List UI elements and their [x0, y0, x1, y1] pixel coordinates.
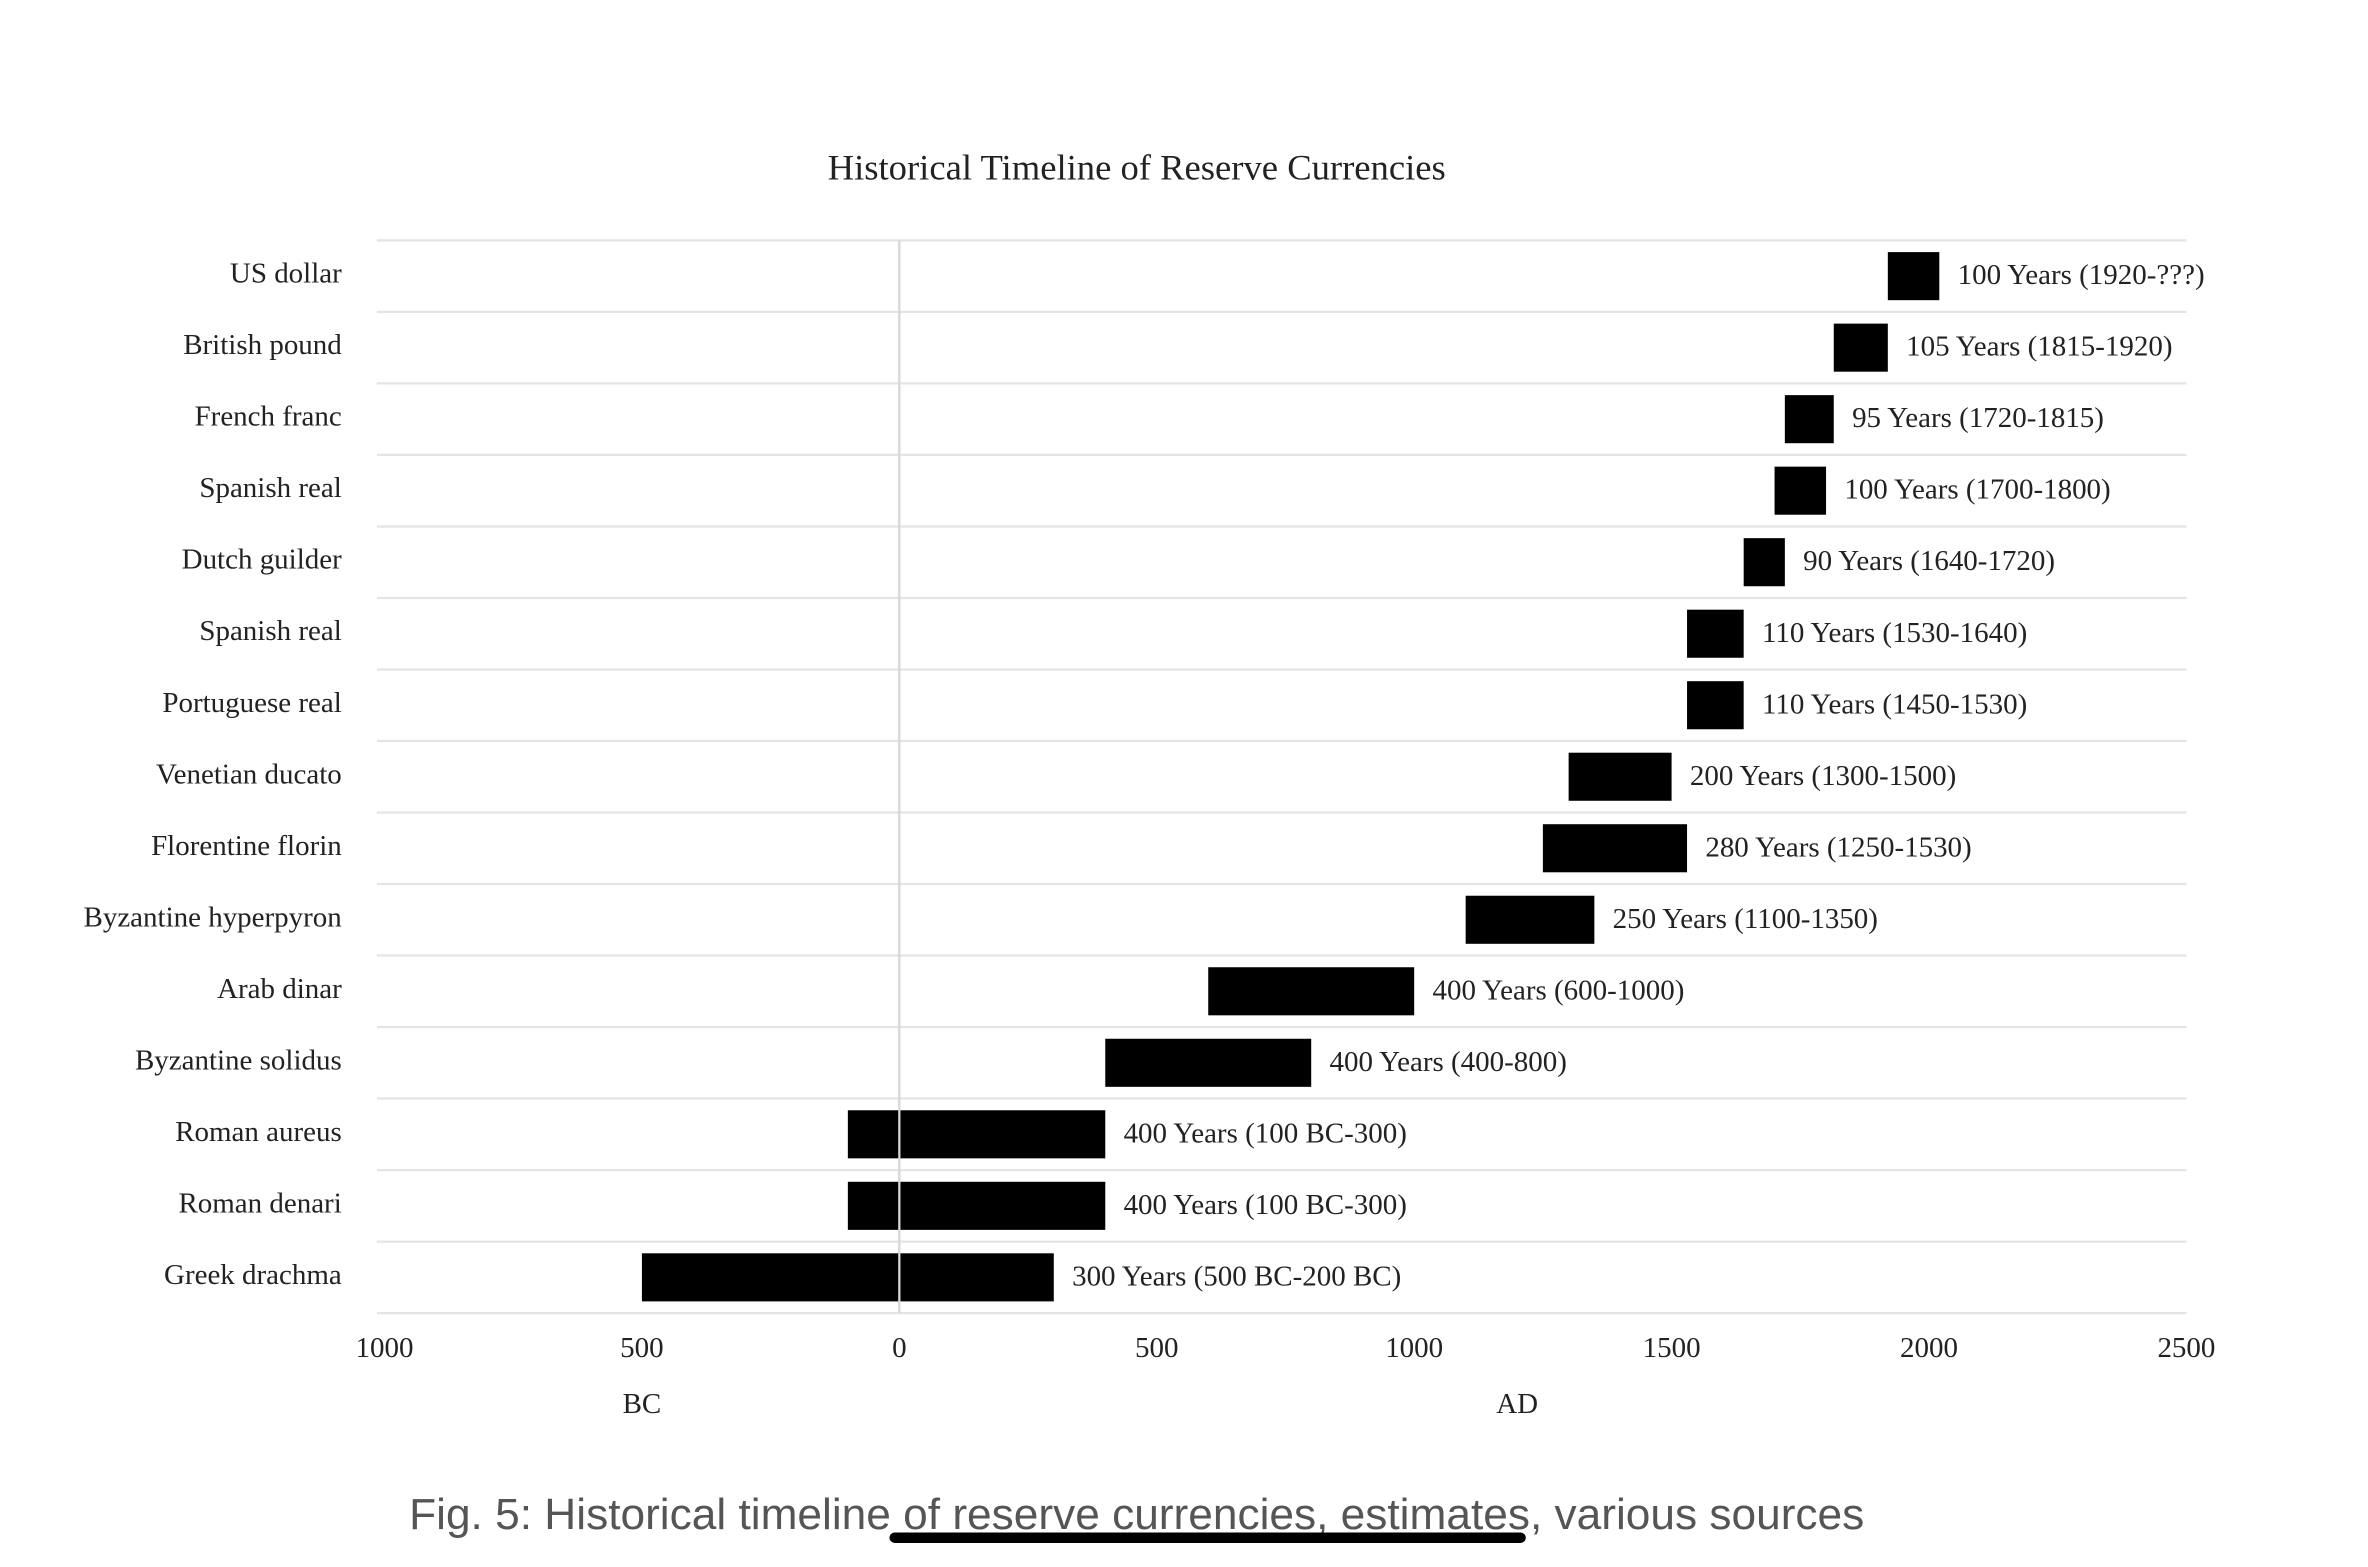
bar-label: 280 Years (1250-1530): [1705, 831, 1971, 863]
y-tick-label: Byzantine hyperpyron: [84, 902, 342, 934]
x-tick-label: 2000: [1900, 1332, 1958, 1364]
bar-label: 300 Years (500 BC-200 BC): [1072, 1261, 1401, 1293]
bar-label: 95 Years (1720-1815): [1852, 402, 2104, 434]
bar: [1784, 395, 1834, 444]
bar-label: 400 Years (600-1000): [1432, 975, 1684, 1007]
bar: [1743, 538, 1785, 587]
x-tick-label: 0: [892, 1332, 906, 1364]
bar: [1687, 609, 1744, 658]
y-tick-label: Roman denari: [178, 1188, 341, 1220]
y-tick-label: Greek drachma: [164, 1259, 342, 1291]
x-axis-annotation: BC: [623, 1388, 662, 1420]
bar-label: 105 Years (1815-1920): [1906, 331, 2172, 363]
y-tick-label: Roman aureus: [175, 1116, 342, 1148]
caption: Fig. 5: Historical timeline of reserve c…: [409, 1490, 1864, 1539]
y-tick-label: Dutch guilder: [182, 544, 343, 576]
x-tick-label: 2500: [2157, 1332, 2215, 1364]
y-tick-label: US dollar: [230, 258, 342, 290]
bar-label: 90 Years (1640-1720): [1803, 545, 2055, 577]
y-tick-label: Venetian ducato: [156, 758, 342, 790]
bar-label: 400 Years (100 BC-300): [1124, 1118, 1407, 1150]
chart-title: Historical Timeline of Reserve Currencie…: [828, 148, 1446, 188]
bar: [1465, 895, 1595, 944]
bar: [1774, 466, 1827, 515]
bar: [1208, 967, 1415, 1016]
bar-label: 250 Years (1100-1350): [1613, 903, 1878, 935]
y-tick-label: Byzantine solidus: [135, 1045, 342, 1077]
bar-label: 400 Years (400-800): [1330, 1046, 1567, 1078]
x-tick-label: 1500: [1643, 1332, 1701, 1364]
bar: [1687, 681, 1744, 730]
bar: [847, 1110, 1106, 1159]
bar-label: 110 Years (1530-1640): [1762, 617, 2027, 649]
bar: [641, 1253, 1054, 1302]
bar-label: 100 Years (1700-1800): [1844, 474, 2110, 506]
bar-label: 200 Years (1300-1500): [1690, 760, 1956, 792]
bar: [1568, 752, 1672, 801]
bar: [847, 1181, 1106, 1230]
bar: [1542, 824, 1688, 873]
bar-label: 100 Years (1920-???): [1958, 259, 2205, 291]
bar: [1105, 1038, 1312, 1087]
scroll-indicator: [889, 1532, 1526, 1543]
y-tick-label: Florentine florin: [151, 830, 342, 862]
y-tick-label: Arab dinar: [217, 973, 342, 1005]
bar-label: 110 Years (1450-1530): [1762, 688, 2027, 720]
bar-label: 400 Years (100 BC-300): [1124, 1189, 1407, 1221]
y-tick-label: British pound: [183, 329, 342, 361]
x-tick-label: 1000: [356, 1332, 414, 1364]
x-tick-label: 500: [620, 1332, 663, 1364]
x-tick-label: 500: [1135, 1332, 1178, 1364]
y-tick-label: Spanish real: [199, 615, 341, 647]
y-tick-label: Portuguese real: [162, 687, 341, 719]
x-axis-annotation: AD: [1496, 1388, 1538, 1420]
x-tick-label: 1000: [1385, 1332, 1443, 1364]
bar: [1833, 323, 1888, 372]
y-tick-label: Spanish real: [199, 472, 341, 504]
bar: [1887, 252, 1940, 301]
y-tick-label: French franc: [195, 401, 342, 433]
